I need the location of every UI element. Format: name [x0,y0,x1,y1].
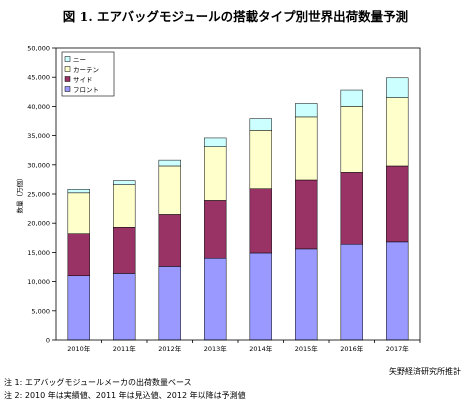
legend-swatch [64,56,71,62]
note-2: 注 2: 2010 年は実績値、2011 年は見込値、2012 年以降は予測値 [4,391,246,400]
bar-segment [158,266,181,341]
legend-box [61,51,115,97]
bar-segment [113,273,136,341]
bar-segment [249,188,272,254]
bar-segment [340,89,363,107]
bar-segment [340,106,363,173]
source-credit: 矢野経済研究所推計 [389,367,461,376]
y-tick-label: 45,000 [27,74,50,82]
x-tick-label: 2011年 [113,344,137,353]
bar-segment [204,257,227,341]
bar-segment [295,116,318,181]
bar-segment [295,103,318,118]
bar-segment [67,192,90,234]
y-tick-label: 0 [46,337,50,345]
legend-label: サイド [73,76,93,84]
y-tick-label: 5,000 [31,307,50,315]
bar-segment [204,200,227,259]
note-1: 注 1: エアバッグモジュールメーカの出荷数量ベース [4,378,192,387]
y-tick-label: 40,000 [27,103,50,111]
x-tick-label: 2016年 [340,344,364,353]
y-tick-label: 35,000 [27,132,50,140]
bar-segment [249,252,272,341]
x-tick-label: 2014年 [249,344,273,353]
legend-swatch [64,66,71,72]
legend-label: フロント [73,86,99,94]
bar-segment [67,233,90,277]
bar-segment [386,165,409,243]
bar-segment [295,179,318,250]
legend-label: カーテン [73,66,99,74]
y-tick-label: 15,000 [27,249,50,257]
x-tick-label: 2012年 [158,344,182,353]
legend-label: ニー [73,56,86,64]
bar-segment [295,248,318,341]
bar-segment [249,118,272,131]
bar-segment [340,172,363,245]
bar-segment [67,275,90,341]
bar-segment [113,227,136,274]
bar-segment [113,180,136,185]
y-tick-label: 10,000 [27,278,50,286]
bar-segment [204,146,227,201]
x-tick-label: 2015年 [295,344,319,353]
bar-segment [386,77,409,98]
bar-segment [386,241,409,341]
bar-segment [386,97,409,167]
bar-segment [204,137,227,147]
x-tick-label: 2017年 [386,344,410,353]
bar-segment [158,165,181,215]
bar-segment [158,159,181,167]
y-tick-label: 25,000 [27,191,50,199]
y-tick-label: 30,000 [27,161,50,169]
x-tick-label: 2010年 [67,344,91,353]
bar-segment [340,243,363,341]
bar-segment [158,214,181,267]
y-tick-label: 50,000 [27,45,50,53]
legend-swatch [64,86,71,92]
chart-title: 図 1. エアバッグモジュールの搭載タイプ別世界出荷数量予測 [62,9,409,24]
bar-segment [67,189,90,194]
bar-segment [113,184,136,228]
bar-segment [249,130,272,189]
y-tick-label: 20,000 [27,220,50,228]
legend-swatch [64,76,71,82]
y-axis-label: 数量（万個） [15,175,24,214]
x-tick-label: 2013年 [204,344,228,353]
